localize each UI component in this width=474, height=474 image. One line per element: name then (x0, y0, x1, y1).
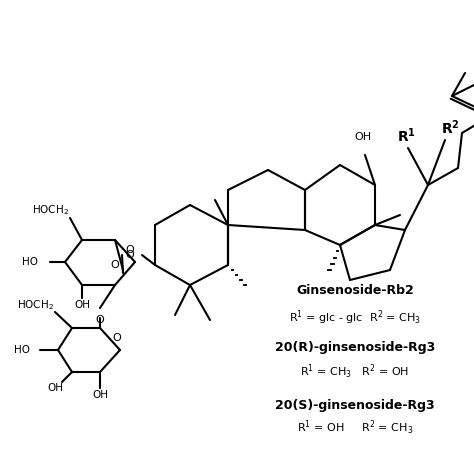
Text: HO: HO (22, 257, 38, 267)
Text: R$^1$ = CH$_3$   R$^2$ = OH: R$^1$ = CH$_3$ R$^2$ = OH (301, 363, 410, 381)
Text: O: O (96, 315, 104, 325)
Text: O: O (113, 333, 121, 343)
Text: HOCH$_2$: HOCH$_2$ (17, 298, 54, 312)
Text: OH: OH (74, 300, 90, 310)
Text: O: O (110, 260, 119, 270)
Text: O: O (126, 245, 134, 255)
Text: O: O (126, 250, 134, 260)
Text: 20(S)-ginsenoside-Rg3: 20(S)-ginsenoside-Rg3 (275, 399, 435, 411)
Text: $\mathbf{R^2}$: $\mathbf{R^2}$ (441, 118, 459, 137)
Text: HO: HO (14, 345, 30, 355)
Text: Ginsenoside-Rb2: Ginsenoside-Rb2 (296, 283, 414, 297)
Text: OH: OH (47, 383, 63, 393)
Text: R$^1$ = glc - glc  R$^2$ = CH$_3$: R$^1$ = glc - glc R$^2$ = CH$_3$ (289, 309, 421, 328)
Text: 20(R)-ginsenoside-Rg3: 20(R)-ginsenoside-Rg3 (275, 341, 435, 355)
Text: OH: OH (92, 390, 108, 400)
Text: R$^1$ = OH     R$^2$ = CH$_3$: R$^1$ = OH R$^2$ = CH$_3$ (297, 419, 413, 437)
Text: $\mathbf{R^1}$: $\mathbf{R^1}$ (397, 127, 416, 146)
Text: OH: OH (355, 132, 372, 142)
Text: HOCH$_2$: HOCH$_2$ (31, 203, 68, 217)
